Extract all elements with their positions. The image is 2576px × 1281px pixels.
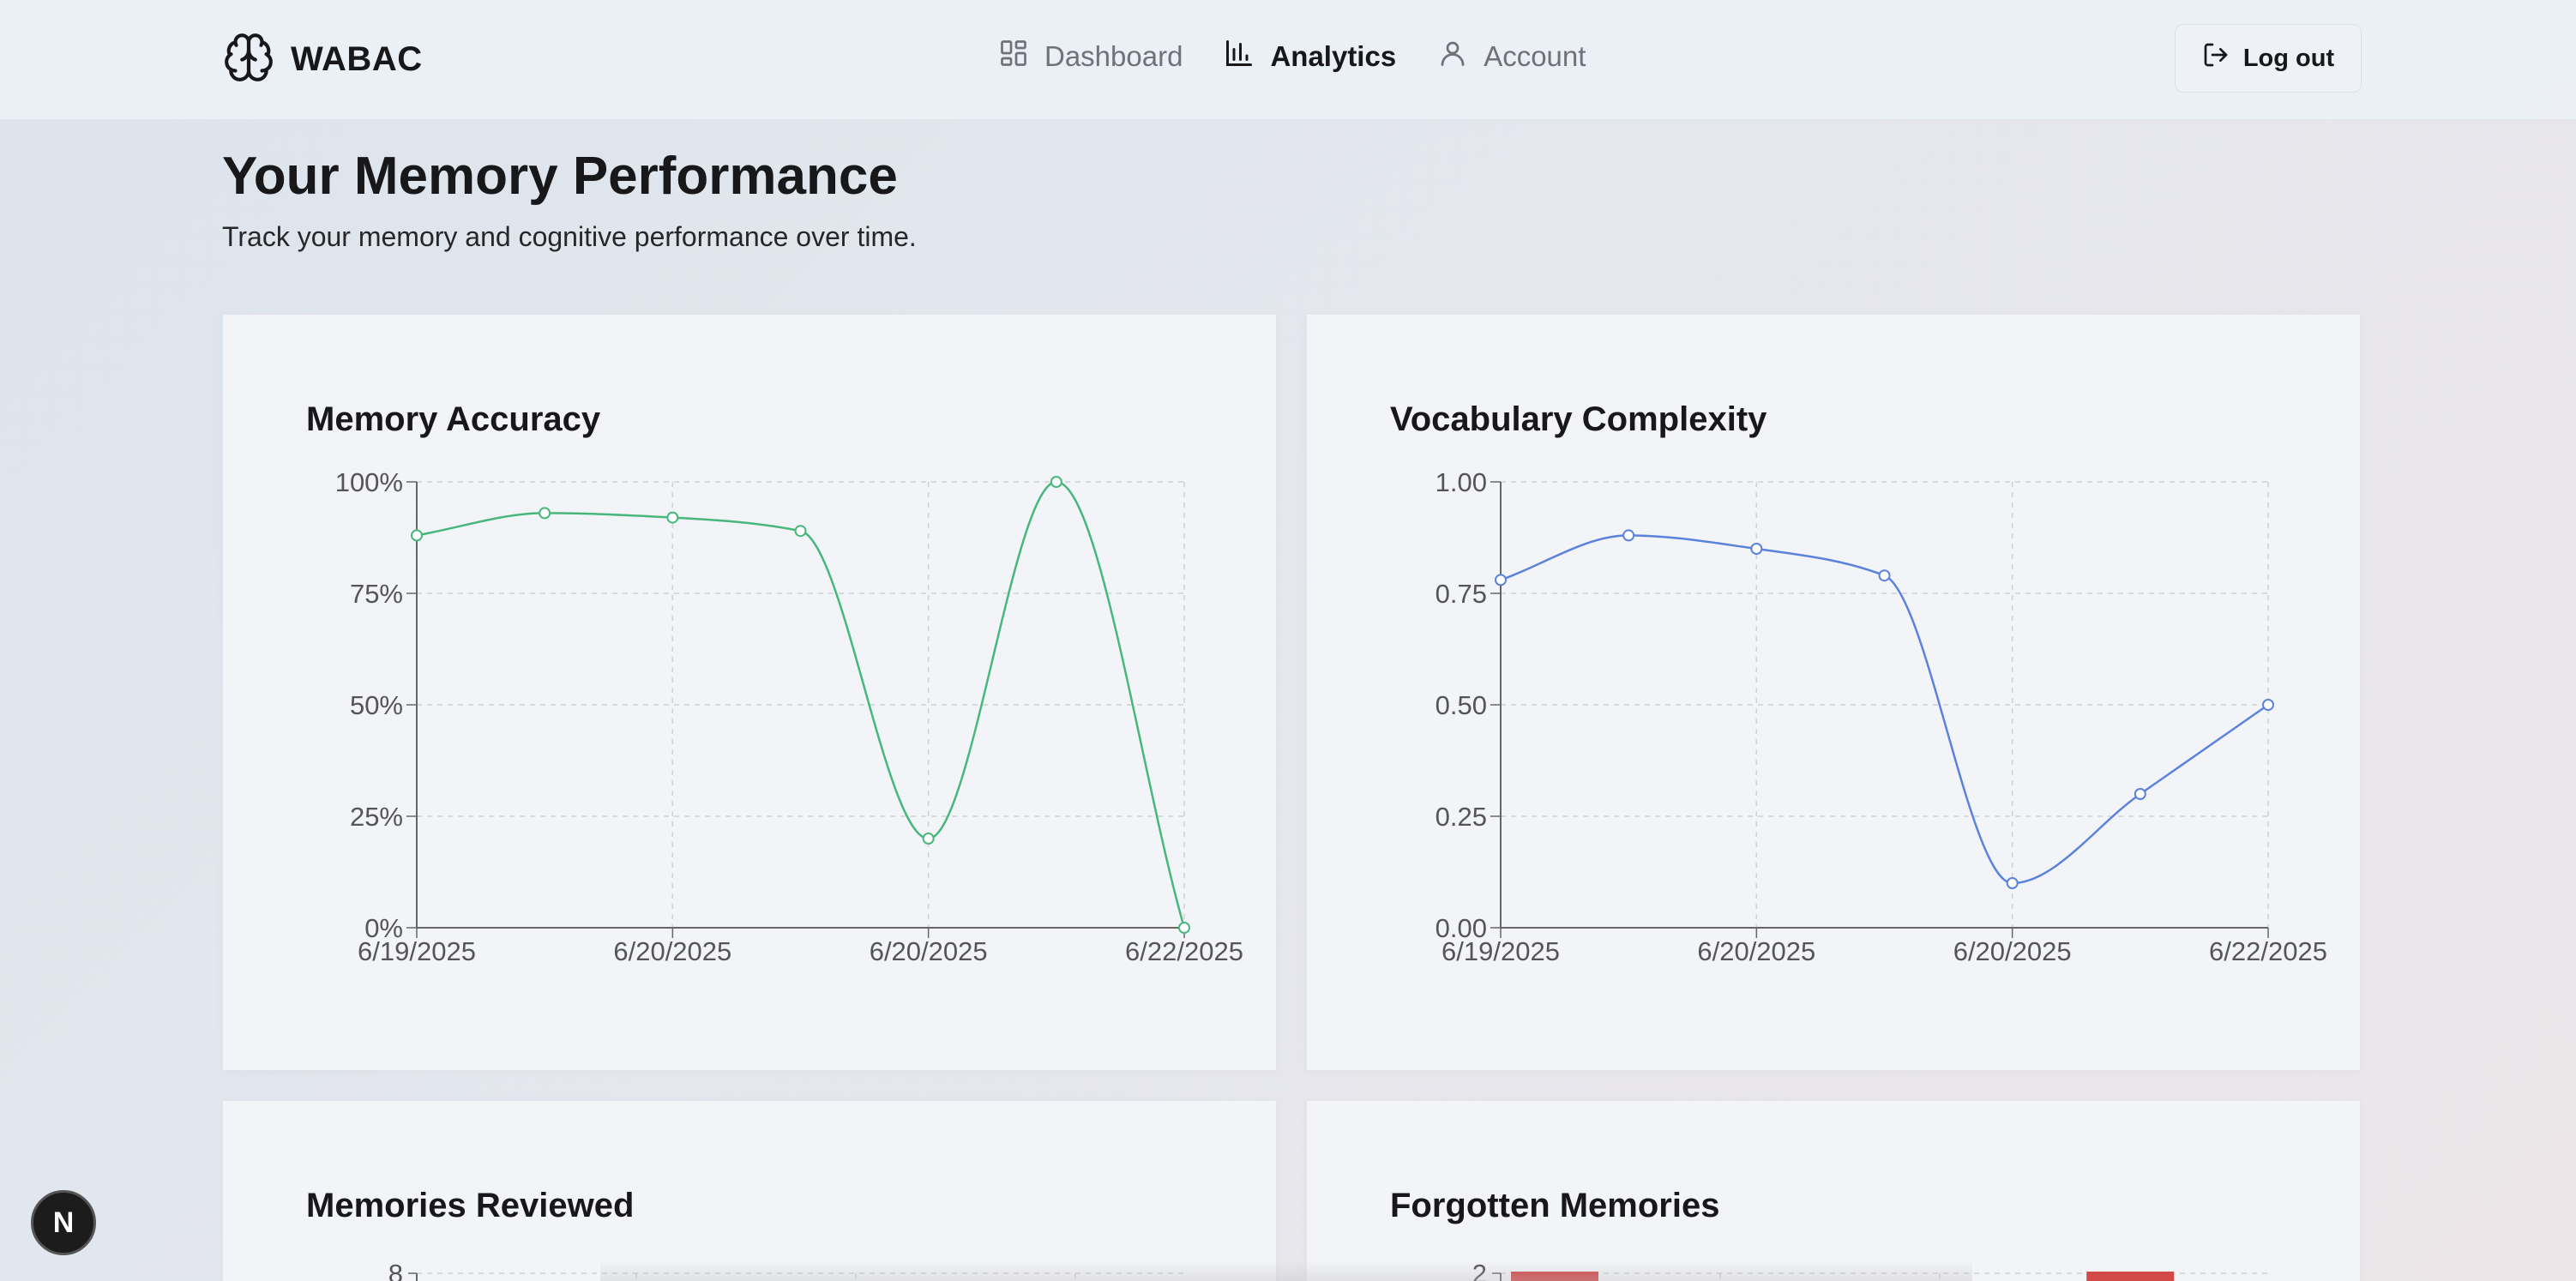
- data-point: [1622, 529, 1635, 542]
- vocabulary-complexity-card: Vocabulary Complexity 1.00 0.75 0.50 0.25 0.…: [1306, 314, 2361, 1071]
- x-tick-label: 6/20/2025: [613, 936, 731, 966]
- nav-account-label: Account: [1484, 40, 1586, 72]
- logout-icon: [2202, 41, 2243, 75]
- x-tick-label: 6/19/2025: [358, 936, 476, 966]
- data-point: [1178, 922, 1190, 934]
- bar-chart-icon: [1224, 38, 1270, 75]
- y-tick-label: 0.25: [1435, 802, 1487, 832]
- user-icon: [1437, 38, 1484, 75]
- data-point: [539, 507, 551, 520]
- top-navbar: WABAC Dashboard Analytics: [0, 0, 2576, 120]
- data-point: [2134, 788, 2146, 800]
- y-tick-label: 8: [388, 1259, 403, 1281]
- logout-button[interactable]: Log out: [2175, 24, 2362, 93]
- y-tick-label: 75%: [350, 579, 403, 609]
- brain-icon: [222, 31, 275, 88]
- x-tick-label: 6/22/2025: [2209, 936, 2327, 966]
- brand-logo[interactable]: WABAC: [222, 31, 423, 88]
- next-dev-tools-button[interactable]: N: [31, 1190, 96, 1255]
- nav-account[interactable]: Account: [1437, 38, 1586, 75]
- y-tick-label: 0.00: [1435, 913, 1487, 943]
- y-tick-label: 0.75: [1435, 579, 1487, 609]
- memory-accuracy-chart: 100% 75% 50% 25% 0%6/19/2025 6/20/2025 6/20/20…: [335, 467, 1243, 966]
- main-nav: Dashboard Analytics Account: [998, 38, 1627, 75]
- bar: [1511, 1272, 1598, 1281]
- x-tick-label: 6/19/2025: [1441, 936, 1560, 966]
- data-point: [2262, 699, 2274, 711]
- data-point: [1750, 543, 1763, 555]
- page-subtitle: Track your memory and cognitive performa…: [222, 221, 917, 252]
- forgotten-memories-chart: 2: [1472, 1259, 2268, 1281]
- y-tick-label: 1.00: [1435, 467, 1487, 497]
- card-title: Memory Accuracy: [306, 400, 601, 438]
- brand-name: WABAC: [291, 40, 423, 78]
- y-tick-label: 0.50: [1435, 690, 1487, 720]
- data-point: [922, 833, 935, 845]
- y-tick-label: 2: [1472, 1259, 1487, 1281]
- vocabulary-complexity-chart: 1.00 0.75 0.50 0.25 0.006/19/2025 6/20/2025 6/…: [1435, 467, 2327, 966]
- y-tick-label: 50%: [350, 690, 403, 720]
- series-line: [416, 480, 1186, 929]
- data-point: [666, 511, 679, 524]
- data-point: [1050, 476, 1062, 488]
- memory-accuracy-card: Memory Accuracy 100% 75% 50% 25% 0% 6/19/2025…: [222, 314, 1277, 1071]
- memories-reviewed-chart: 8: [388, 1259, 1184, 1281]
- card-title: Memories Reviewed: [306, 1187, 635, 1224]
- x-tick-label: 6/20/2025: [1953, 936, 2072, 966]
- y-tick-label: 100%: [335, 467, 403, 497]
- forgotten-memories-card: Forgotten Memories 2: [1306, 1100, 2361, 1281]
- memories-reviewed-card: Memories Reviewed 8: [222, 1100, 1277, 1281]
- logout-label: Log out: [2242, 44, 2335, 72]
- data-point: [411, 529, 423, 542]
- nav-dashboard-label: Dashboard: [1044, 40, 1183, 72]
- data-point: [1495, 574, 1507, 586]
- dashboard-icon: [998, 38, 1044, 75]
- nav-dashboard[interactable]: Dashboard: [998, 38, 1183, 75]
- x-tick-label: 6/20/2025: [1697, 936, 1815, 966]
- card-title: Vocabulary Complexity: [1390, 400, 1767, 438]
- x-tick-label: 6/22/2025: [1125, 936, 1243, 966]
- bottom-shadow: [600, 1260, 1972, 1281]
- data-point: [1878, 569, 1891, 582]
- x-tick-label: 6/20/2025: [870, 936, 988, 966]
- page-title: Your Memory Performance: [222, 147, 898, 206]
- nav-analytics[interactable]: Analytics: [1224, 38, 1396, 75]
- bar: [2086, 1272, 2175, 1281]
- nav-analytics-label: Analytics: [1270, 40, 1397, 72]
- data-point: [794, 525, 807, 538]
- data-point: [2006, 877, 2019, 889]
- card-title: Forgotten Memories: [1390, 1187, 1720, 1224]
- y-tick-label: 0%: [364, 913, 403, 943]
- series-line: [1500, 534, 2269, 885]
- y-tick-label: 25%: [350, 802, 403, 832]
